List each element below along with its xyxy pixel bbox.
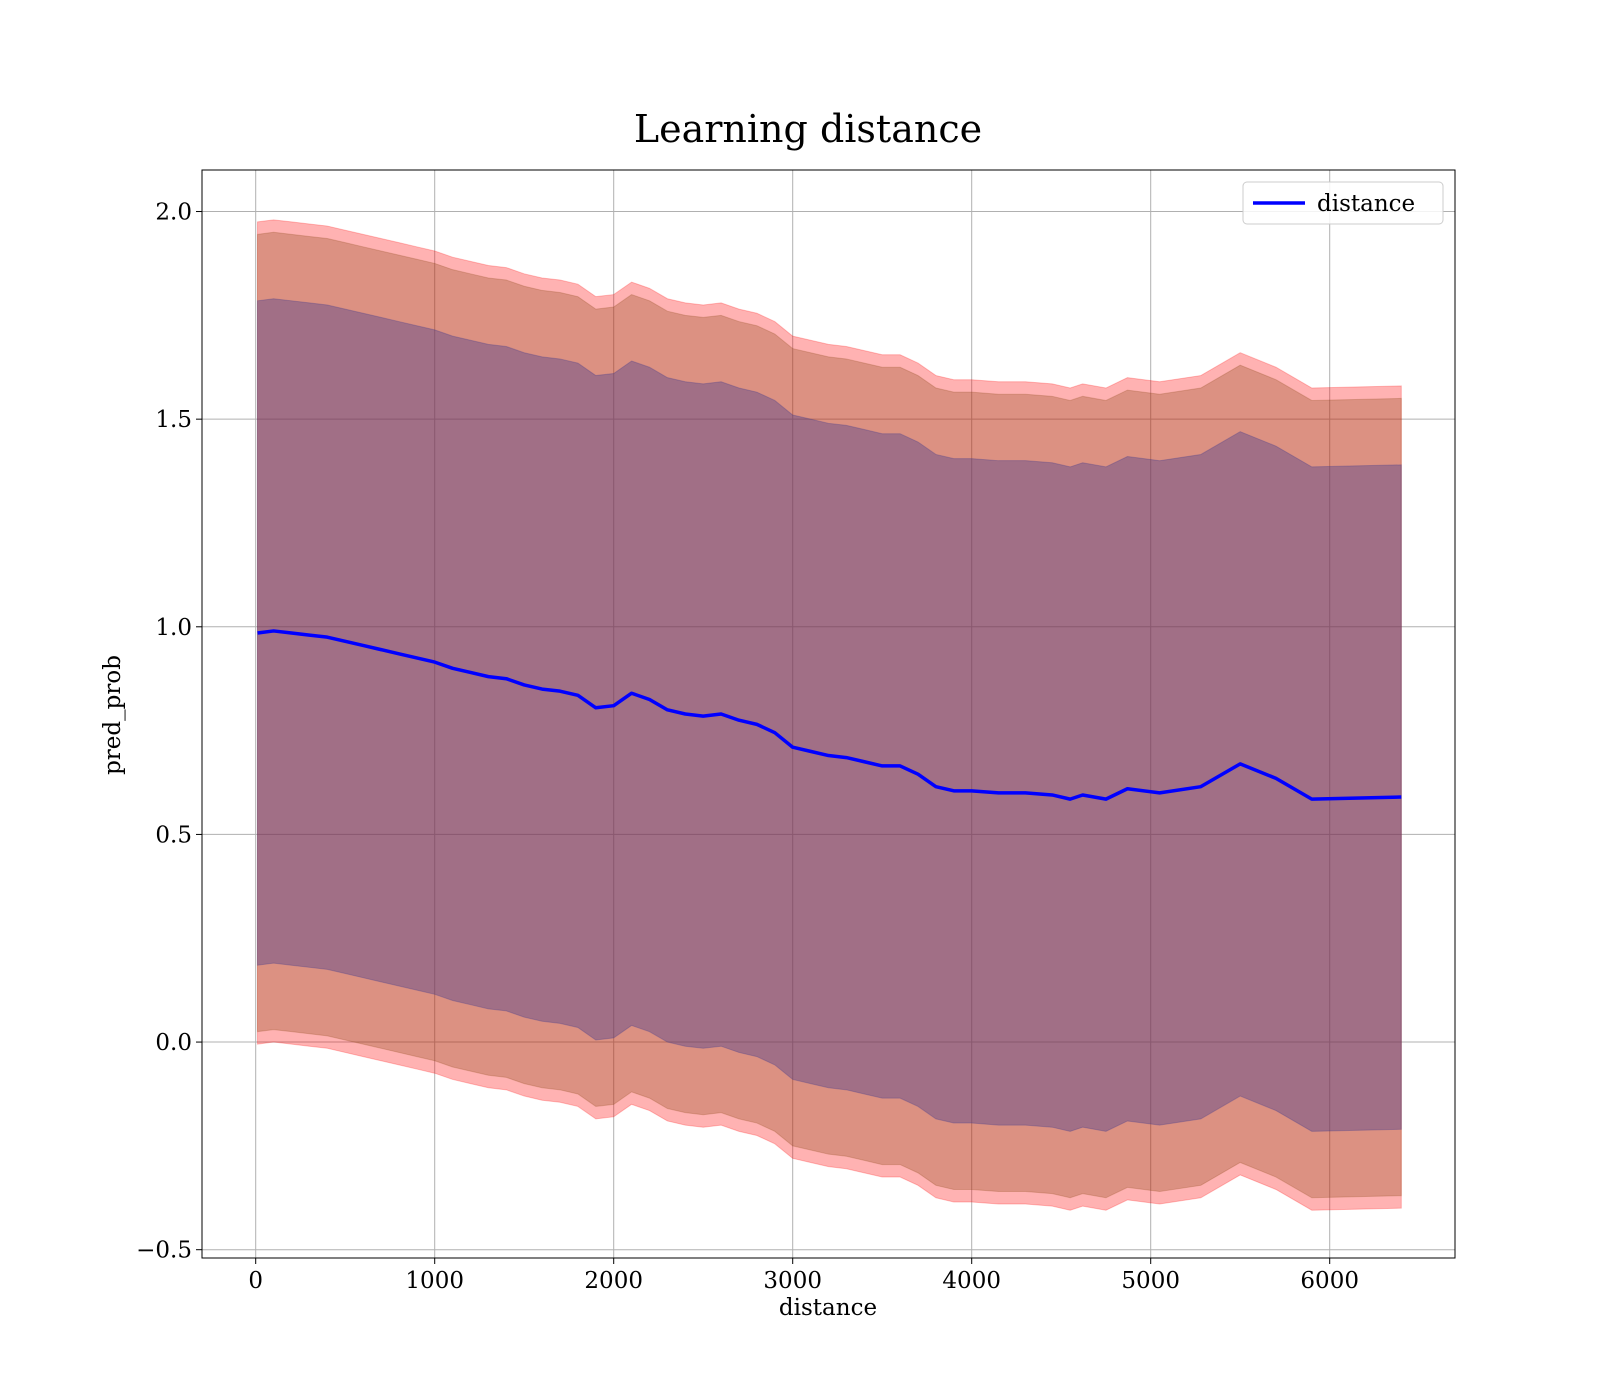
x-tick-label: 6000 [1300, 1268, 1359, 1294]
x-tick-label: 5000 [1121, 1268, 1180, 1294]
band-middle [256, 231, 1402, 1199]
grid [202, 170, 1455, 1258]
confidence-bands [256, 219, 1402, 1211]
y-tick-label: 2.0 [155, 200, 192, 226]
series-line-distance [257, 629, 1402, 801]
y-axis-ticks: −0.5 0.0 0.5 1.0 1.5 2.0 [136, 200, 202, 1264]
data-lines [257, 629, 1402, 801]
x-axis-label: distance [779, 1295, 877, 1321]
x-axis-ticks: 0 1000 2000 3000 4000 5000 6000 [248, 1258, 1359, 1294]
y-tick-label: −0.5 [136, 1238, 192, 1264]
plot-frame [201, 169, 1456, 1259]
band-inner [256, 298, 1402, 1132]
legend-label-distance: distance [1317, 191, 1415, 217]
x-tick-label: 4000 [942, 1268, 1001, 1294]
y-tick-label: 0.0 [155, 1030, 192, 1056]
y-tick-label: 1.0 [155, 615, 192, 641]
y-axis-label: pred_prob [100, 655, 126, 775]
chart-title: Learning distance [634, 107, 982, 151]
x-tick-label: 0 [248, 1268, 263, 1294]
y-tick-label: 1.5 [155, 407, 192, 433]
band-outer [256, 219, 1402, 1211]
x-tick-label: 1000 [405, 1268, 464, 1294]
legend: distance [1242, 181, 1444, 225]
x-tick-label: 2000 [584, 1268, 643, 1294]
legend-box [1242, 181, 1444, 225]
y-tick-label: 0.5 [155, 822, 192, 848]
x-tick-label: 3000 [763, 1268, 822, 1294]
